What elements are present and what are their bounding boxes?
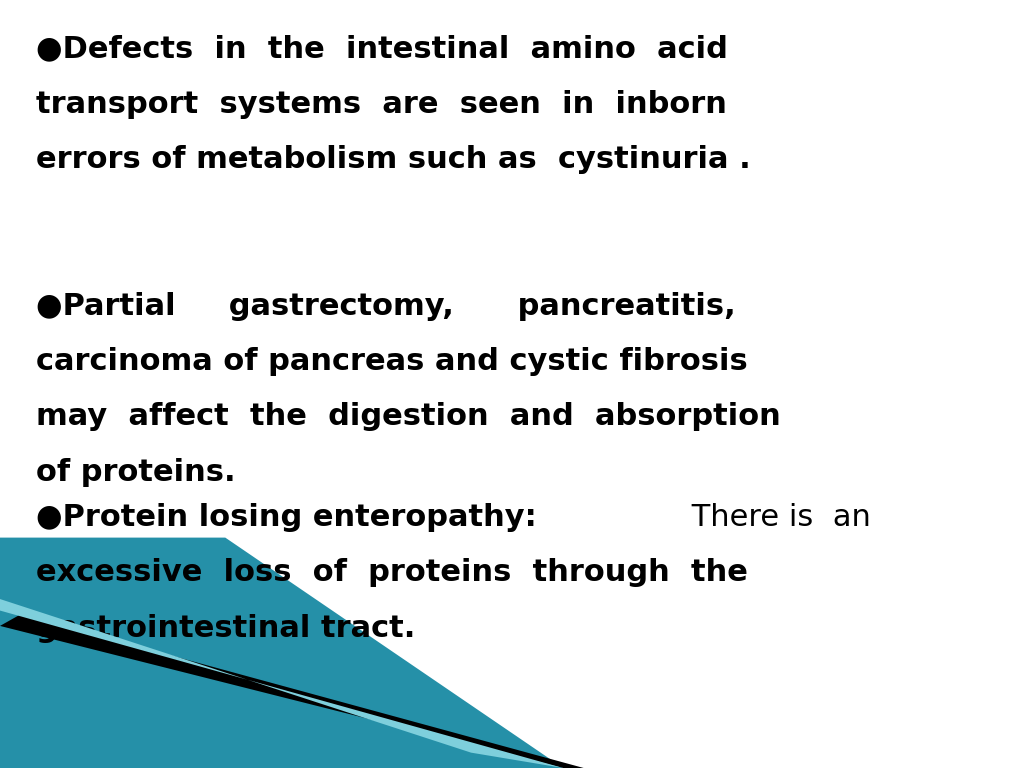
Polygon shape: [0, 538, 563, 768]
Text: ●Defects  in  the  intestinal  amino  acid: ●Defects in the intestinal amino acid: [36, 35, 728, 64]
Polygon shape: [0, 599, 563, 768]
Text: transport  systems  are  seen  in  inborn: transport systems are seen in inborn: [36, 90, 727, 119]
Text: of proteins.: of proteins.: [36, 458, 236, 487]
Text: carcinoma of pancreas and cystic fibrosis: carcinoma of pancreas and cystic fibrosi…: [36, 347, 748, 376]
Text: excessive  loss  of  proteins  through  the: excessive loss of proteins through the: [36, 558, 748, 588]
Text: errors of metabolism such as  cystinuria .: errors of metabolism such as cystinuria …: [36, 145, 751, 174]
Text: ●Partial     gastrectomy,      pancreatitis,: ●Partial gastrectomy, pancreatitis,: [36, 292, 735, 321]
Text: may  affect  the  digestion  and  absorption: may affect the digestion and absorption: [36, 402, 780, 432]
Text: ●Protein losing enteropathy:: ●Protein losing enteropathy:: [36, 503, 537, 532]
Text: There is  an: There is an: [682, 503, 870, 532]
Polygon shape: [0, 614, 584, 768]
Text: gastrointestinal tract.: gastrointestinal tract.: [36, 614, 415, 643]
